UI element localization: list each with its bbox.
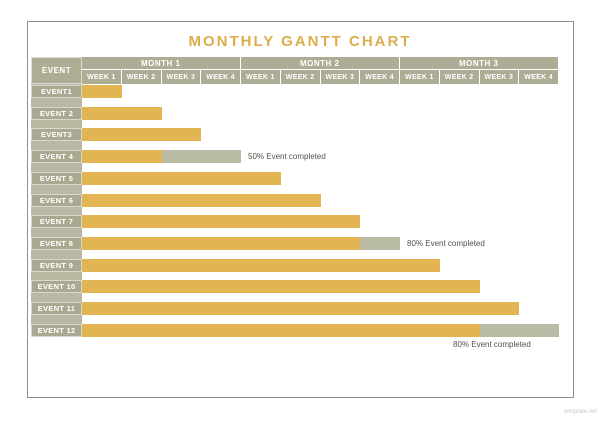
event-label: EVENT 12 bbox=[31, 323, 82, 337]
gantt-bar bbox=[82, 171, 281, 185]
event-label: EVENT 8 bbox=[31, 236, 82, 250]
month-header-cell: MONTH 3 bbox=[400, 57, 558, 69]
gantt-bar bbox=[82, 236, 361, 250]
event-label: EVENT 2 bbox=[31, 106, 82, 120]
week-header-cell: WEEK 3 bbox=[479, 70, 519, 84]
week-header-cell: WEEK 4 bbox=[519, 70, 558, 84]
gantt-bar bbox=[82, 193, 321, 207]
bar-annotation: 80% Event completed bbox=[453, 339, 531, 349]
event-label: EVENT 4 bbox=[31, 150, 82, 164]
gantt-bar-remaining-segment bbox=[360, 236, 400, 250]
gantt-bar bbox=[82, 128, 202, 142]
bar-annotation: 80% Event completed bbox=[407, 238, 485, 248]
gantt-bar-remaining-segment bbox=[161, 150, 241, 164]
gantt-bar bbox=[82, 302, 520, 315]
chart-title: MONTHLY GANTT CHART bbox=[188, 33, 412, 50]
event-label: EVENT 7 bbox=[31, 215, 82, 229]
event-label: EVENT1 bbox=[31, 85, 82, 98]
week-header-cell: WEEK 2 bbox=[280, 70, 320, 84]
event-label: EVENT 5 bbox=[31, 171, 82, 185]
week-header-cell: WEEK 4 bbox=[360, 70, 399, 84]
event-label: EVENT 10 bbox=[31, 280, 82, 294]
week-header-cell: WEEK 3 bbox=[320, 70, 360, 84]
event-label: EVENT3 bbox=[31, 128, 82, 142]
event-column-header: EVENT bbox=[31, 57, 82, 84]
week-header-cell: WEEK 1 bbox=[241, 70, 280, 84]
gantt-bar bbox=[82, 280, 480, 294]
gantt-bar bbox=[82, 106, 162, 120]
gantt-bar-remaining-segment bbox=[479, 323, 559, 337]
gantt-bar bbox=[82, 323, 480, 337]
watermark: template.net bbox=[563, 409, 597, 415]
event-label: EVENT 9 bbox=[31, 258, 82, 272]
event-label: EVENT 6 bbox=[31, 193, 82, 207]
month-header-cell: MONTH 2 bbox=[241, 57, 399, 69]
week-header-cell: WEEK 1 bbox=[400, 70, 439, 84]
gantt-bar bbox=[82, 258, 440, 272]
week-header-cell: WEEK 4 bbox=[201, 70, 240, 84]
bar-annotation: 50% Event completed bbox=[248, 152, 326, 162]
event-label: EVENT 11 bbox=[31, 302, 82, 315]
week-header-cell: WEEK 2 bbox=[121, 70, 161, 84]
week-header-cell: WEEK 2 bbox=[439, 70, 479, 84]
week-header-cell: WEEK 3 bbox=[161, 70, 201, 84]
week-header-cell: WEEK 1 bbox=[82, 70, 121, 84]
gantt-bar bbox=[82, 85, 122, 98]
gantt-bar bbox=[82, 215, 361, 229]
gantt-bar bbox=[82, 150, 162, 164]
month-header-cell: MONTH 1 bbox=[82, 57, 240, 69]
